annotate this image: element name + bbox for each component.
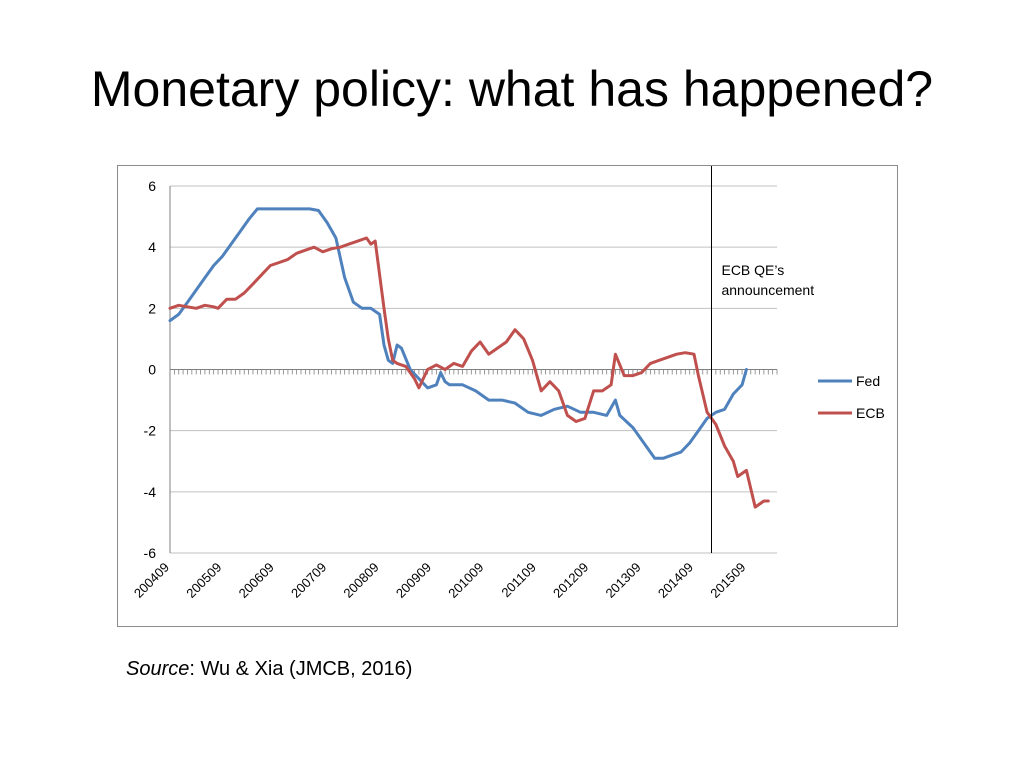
y-tick-label: -4 [144,484,157,500]
x-tick-label: 201209 [550,560,591,601]
legend: Fed ECB [818,373,885,421]
source-label: Source [126,658,190,680]
x-tick-label: 200609 [236,560,277,601]
series-line-fed [168,207,748,460]
page-title: Monetary policy: what has happened? [90,61,934,117]
annotation-label: announcement [721,282,814,298]
series-line-ecb [168,236,770,509]
source-line: Source: Wu & Xia (JMCB, 2016) [126,658,412,681]
y-tick-label: 4 [148,239,156,255]
y-tick-label: -6 [144,545,157,561]
y-tick-label: -2 [144,423,157,439]
gridlines [170,185,777,554]
x-tick-label: 200809 [340,560,381,601]
x-tick-label: 200709 [288,560,329,601]
y-tick-label: 2 [148,300,156,316]
x-tick-label: 201409 [655,560,696,601]
series-lines [168,207,770,509]
x-tick-label: 201109 [498,560,539,601]
legend-label-ecb: ECB [856,405,885,421]
x-tick-label: 200509 [183,560,224,601]
x-tick-label: 200909 [393,560,434,601]
x-tick-label: 201309 [602,560,643,601]
source-text: : Wu & Xia (JMCB, 2016) [189,658,413,680]
y-tick-label: 0 [148,362,156,378]
x-tick-label: 201509 [707,560,748,601]
y-tick-label: 6 [148,178,156,194]
x-tick-label: 201009 [445,560,486,601]
x-tick-label: 200409 [131,560,172,601]
annotation: ECB QE’s announcement [710,166,814,553]
legend-label-fed: Fed [856,373,880,389]
chart-frame [117,165,898,627]
annotation-label: ECB QE’s [721,262,784,278]
